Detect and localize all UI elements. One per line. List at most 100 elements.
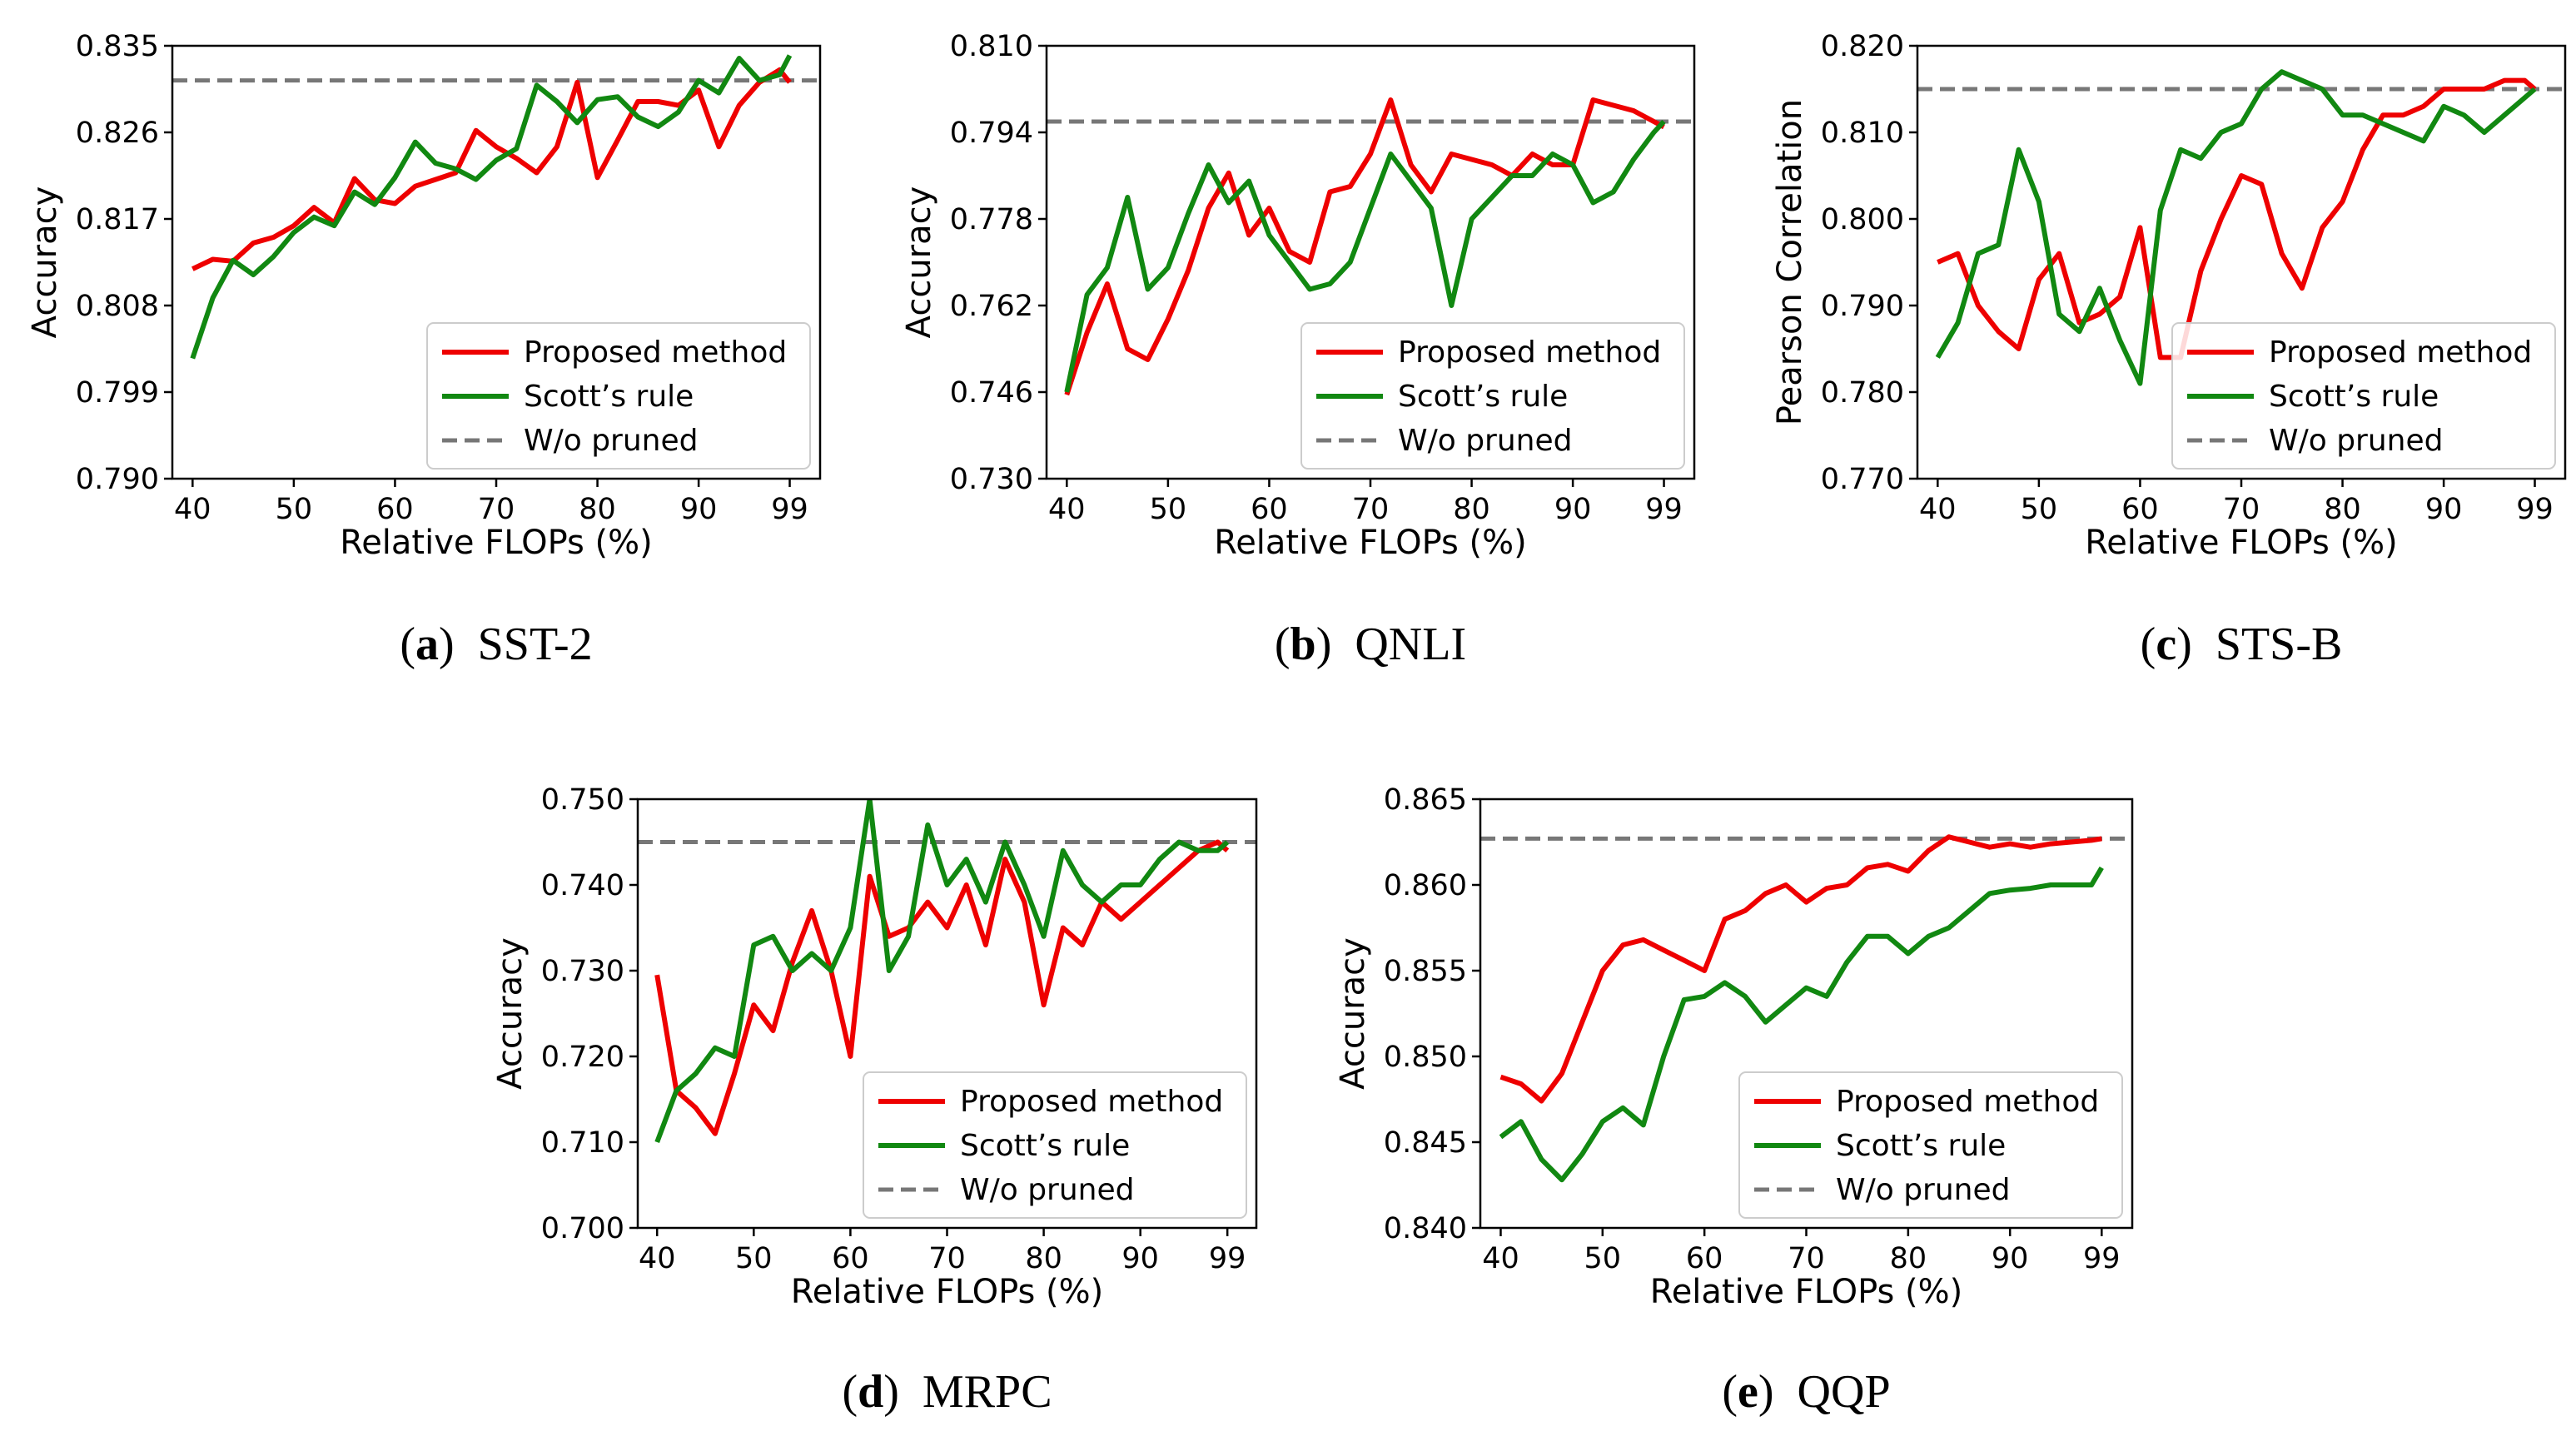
x-axis-label: Relative FLOPs (%): [1650, 1273, 1963, 1311]
y-tick-label: 0.790: [1821, 290, 1904, 323]
y-tick-label: 0.730: [950, 463, 1033, 496]
x-tick-label: 50: [276, 493, 313, 526]
legend-label: W/o pruned: [2269, 424, 2443, 458]
x-tick-label: 70: [478, 493, 515, 526]
legend-label: Scott’s rule: [524, 380, 694, 414]
x-tick-label: 80: [2324, 493, 2361, 526]
y-tick-label: 0.710: [541, 1126, 624, 1160]
x-tick-label: 60: [376, 493, 414, 526]
y-tick-label: 0.730: [541, 955, 624, 988]
y-tick-label: 0.810: [1821, 117, 1904, 150]
x-tick-label: 99: [1645, 493, 1683, 526]
y-axis-label: Accuracy: [900, 186, 938, 339]
proposed-method-line: [1937, 77, 2537, 360]
x-tick-label: 90: [1554, 493, 1592, 526]
scotts-rule-line: [654, 799, 1230, 1144]
scotts-rule-line: [1935, 69, 2537, 386]
x-tick-label: 40: [1482, 1242, 1519, 1275]
y-axis-label: Accuracy: [491, 937, 530, 1090]
legend-label: Proposed method: [524, 335, 787, 370]
y-tick-label: 0.770: [1821, 463, 1904, 496]
subfigure-caption: (b) QNLI: [1275, 619, 1466, 670]
y-axis-label: Accuracy: [1334, 937, 1372, 1090]
legend-label: W/o pruned: [1836, 1173, 2010, 1207]
x-tick-label: 90: [1121, 1242, 1159, 1275]
proposed-method-line: [1499, 834, 2102, 1104]
y-tick-label: 0.840: [1384, 1212, 1467, 1245]
subfigure-caption: (e) QQP: [1722, 1366, 1890, 1418]
x-tick-label: 50: [1150, 493, 1187, 526]
scotts-rule-line: [190, 54, 793, 360]
x-tick-label: 80: [1025, 1242, 1062, 1275]
x-tick-label: 60: [1686, 1242, 1723, 1275]
x-axis-label: Relative FLOPs (%): [340, 524, 653, 562]
x-tick-label: 70: [1352, 493, 1390, 526]
legend-label: Scott’s rule: [960, 1129, 1130, 1163]
legend-box: [426, 322, 811, 470]
x-tick-label: 40: [174, 493, 211, 526]
y-tick-label: 0.790: [76, 463, 159, 496]
x-tick-label: 70: [1788, 1242, 1825, 1275]
x-tick-label: 90: [1992, 1242, 2029, 1275]
legend-label: Proposed method: [2269, 335, 2532, 370]
x-axis-label: Relative FLOPs (%): [1214, 524, 1527, 562]
legend-label: W/o pruned: [524, 424, 698, 458]
legend-box: [863, 1071, 1247, 1219]
x-tick-label: 60: [832, 1242, 869, 1275]
x-tick-label: 70: [928, 1242, 966, 1275]
x-tick-label: 50: [1584, 1242, 1622, 1275]
chart-panel-mrpc: 40 50 60 70 80 90 99 0.700 0.710 0.720 0.730 0.740 0…: [491, 783, 1258, 1418]
y-axis-label: Pearson Correlation: [1771, 99, 1809, 425]
legend-box: [2171, 322, 2556, 470]
y-tick-label: 0.835: [76, 30, 159, 63]
legend-label: Scott’s rule: [1398, 380, 1568, 414]
scotts-rule-line: [1499, 866, 2104, 1183]
legend-label: Proposed method: [1398, 335, 1661, 370]
y-tick-label: 0.750: [541, 783, 624, 817]
legend-box: [1300, 322, 1685, 470]
y-tick-label: 0.860: [1384, 869, 1467, 902]
y-tick-label: 0.817: [76, 203, 159, 236]
y-tick-label: 0.855: [1384, 955, 1467, 988]
y-tick-label: 0.780: [1821, 376, 1904, 410]
x-tick-label: 80: [579, 493, 616, 526]
y-tick-label: 0.808: [76, 290, 159, 323]
y-tick-label: 0.810: [950, 30, 1033, 63]
x-tick-label: 80: [1453, 493, 1490, 526]
y-tick-label: 0.800: [1821, 203, 1904, 236]
subfigure-caption: (c) STS-B: [2141, 619, 2343, 670]
subfigure-caption: (a) SST-2: [400, 619, 592, 670]
y-tick-label: 0.746: [950, 376, 1033, 410]
scotts-rule-line: [1064, 119, 1666, 393]
x-tick-label: 50: [735, 1242, 773, 1275]
chart-panel-sst-2: 40 50 60 70 80 90 99 0.790 0.799 0.808 0.817 0.826 0…: [26, 30, 822, 670]
y-tick-label: 0.820: [1821, 30, 1904, 63]
y-tick-label: 0.778: [950, 203, 1033, 236]
y-tick-label: 0.720: [541, 1041, 624, 1074]
subfigure-caption: (d) MRPC: [842, 1366, 1052, 1418]
y-tick-label: 0.865: [1384, 783, 1467, 817]
y-tick-label: 0.700: [541, 1212, 624, 1245]
x-axis-label: Relative FLOPs (%): [2085, 524, 2398, 562]
legend-label: Scott’s rule: [2269, 380, 2439, 414]
proposed-method-line: [654, 839, 1230, 1136]
legend-label: Proposed method: [960, 1085, 1223, 1119]
y-tick-label: 0.799: [76, 376, 159, 410]
y-tick-label: 0.850: [1384, 1041, 1467, 1074]
x-tick-label: 40: [1919, 493, 1957, 526]
legend-box: [1738, 1071, 2123, 1219]
chart-panel-qnli: 40 50 60 70 80 90 99 0.730 0.746 0.762 0.778 0.794 0…: [900, 30, 1696, 670]
legend-label: Proposed method: [1836, 1085, 2099, 1119]
x-tick-label: 60: [2121, 493, 2159, 526]
x-tick-label: 90: [680, 493, 718, 526]
y-tick-label: 0.762: [950, 290, 1033, 323]
legend-label: W/o pruned: [1398, 424, 1572, 458]
x-tick-label: 99: [2083, 1242, 2121, 1275]
chart-panel-sts-b: 40 50 60 70 80 90 99 0.770 0.780 0.790 0.800 0.810 0…: [1771, 30, 2567, 670]
x-tick-label: 40: [1048, 493, 1086, 526]
y-axis-label: Accuracy: [26, 186, 64, 339]
x-tick-label: 60: [1251, 493, 1288, 526]
legend-label: Scott’s rule: [1836, 1129, 2006, 1163]
x-tick-label: 90: [2425, 493, 2463, 526]
